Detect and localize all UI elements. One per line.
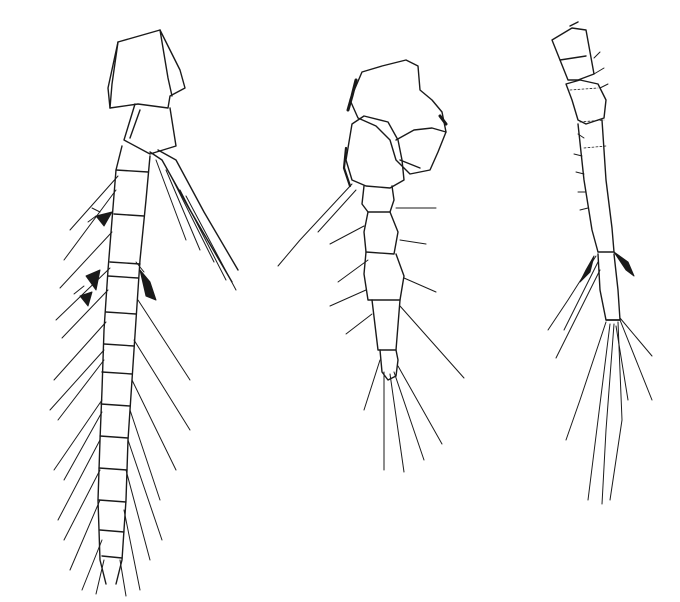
setae-tuft-3 (135, 261, 157, 301)
right-appendage-drawing (547, 21, 653, 505)
setae-tuft-1 (87, 207, 113, 227)
setae-tuft-2 (73, 269, 101, 307)
middle-appendage-drawing (277, 59, 465, 473)
left-appendage-drawing (49, 29, 239, 597)
